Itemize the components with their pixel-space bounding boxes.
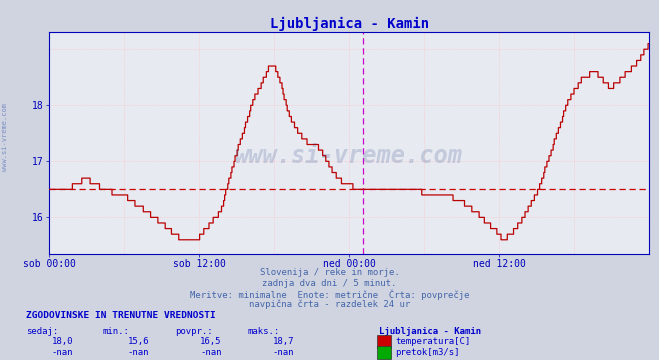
Text: -nan: -nan	[52, 348, 73, 357]
Text: Meritve: minimalne  Enote: metrične  Črta: povprečje: Meritve: minimalne Enote: metrične Črta:…	[190, 290, 469, 300]
Text: maks.:: maks.:	[247, 327, 279, 336]
Text: -nan: -nan	[128, 348, 149, 357]
Text: www.si-vreme.com: www.si-vreme.com	[235, 144, 463, 168]
Text: povpr.:: povpr.:	[175, 327, 212, 336]
Text: temperatura[C]: temperatura[C]	[395, 337, 471, 346]
Text: ZGODOVINSKE IN TRENUTNE VREDNOSTI: ZGODOVINSKE IN TRENUTNE VREDNOSTI	[26, 311, 216, 320]
Text: navpična črta - razdelek 24 ur: navpična črta - razdelek 24 ur	[249, 300, 410, 309]
Text: 16,5: 16,5	[200, 337, 221, 346]
Text: 15,6: 15,6	[128, 337, 149, 346]
Text: 18,0: 18,0	[52, 337, 73, 346]
Title: Ljubljanica - Kamin: Ljubljanica - Kamin	[270, 17, 429, 31]
Text: Ljubljanica - Kamin: Ljubljanica - Kamin	[379, 327, 481, 336]
Text: -nan: -nan	[200, 348, 221, 357]
Text: Slovenija / reke in morje.: Slovenija / reke in morje.	[260, 268, 399, 277]
Text: zadnja dva dni / 5 minut.: zadnja dva dni / 5 minut.	[262, 279, 397, 288]
Text: pretok[m3/s]: pretok[m3/s]	[395, 348, 460, 357]
Text: www.si-vreme.com: www.si-vreme.com	[1, 103, 8, 171]
Text: min.:: min.:	[102, 327, 129, 336]
Text: sedaj:: sedaj:	[26, 327, 59, 336]
Text: -nan: -nan	[273, 348, 294, 357]
Text: 18,7: 18,7	[273, 337, 294, 346]
